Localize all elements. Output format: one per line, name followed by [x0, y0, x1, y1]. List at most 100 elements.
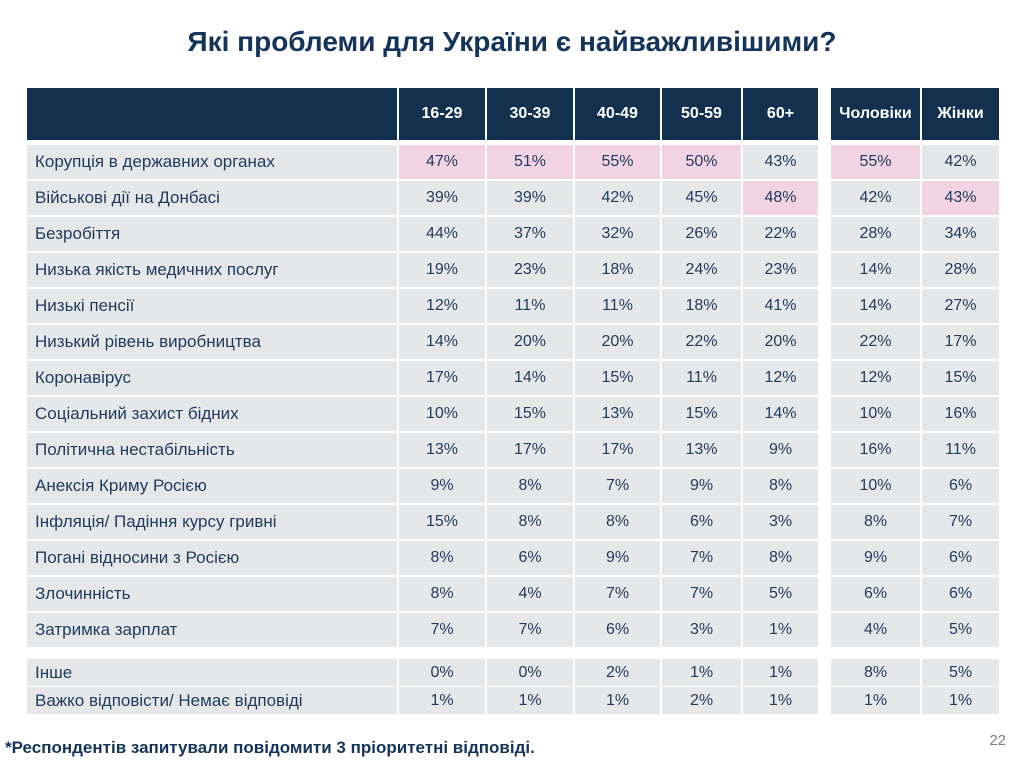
value-cell: 1%: [487, 687, 575, 714]
row-label: Коронавірус: [27, 361, 399, 395]
column-header-30-39: 30-39: [487, 88, 575, 140]
column-header-60+: 60+: [743, 88, 820, 140]
row-label: Інше: [27, 659, 399, 686]
value-cell: 15%: [575, 361, 662, 395]
value-cell: 8%: [487, 505, 575, 539]
value-cell: 6%: [487, 541, 575, 575]
row-label: Військові дії на Донбасі: [27, 181, 399, 215]
table-row: Погані відносини з Росією 8% 6% 9% 7% 8% 9% 6%: [27, 541, 999, 575]
value-cell: 1%: [743, 613, 820, 647]
table-row: Інше 0% 0% 2% 1% 1% 8% 5%: [27, 659, 999, 686]
value-cell: 8%: [743, 469, 820, 503]
value-cell: 1%: [399, 687, 487, 714]
value-cell: 20%: [743, 325, 820, 359]
value-cell: 10%: [399, 397, 487, 431]
page-number: 22: [989, 732, 1006, 749]
value-cell: 22%: [743, 217, 820, 251]
value-cell: 14%: [743, 397, 820, 431]
value-cell: 2%: [662, 687, 743, 714]
value-cell: 14%: [831, 289, 922, 323]
value-cell: 13%: [662, 433, 743, 467]
table-row: Низький рівень виробництва 14% 20% 20% 22% 20…: [27, 325, 999, 359]
column-gap: [820, 145, 831, 179]
value-cell: 4%: [831, 613, 922, 647]
slide-title: Які проблеми для України є найважливішим…: [187, 26, 837, 57]
value-cell: 17%: [487, 433, 575, 467]
value-cell: 14%: [487, 361, 575, 395]
column-gap: [820, 659, 831, 686]
column-gap: [820, 253, 831, 287]
value-cell: 8%: [399, 577, 487, 611]
value-cell: 15%: [922, 361, 999, 395]
column-gap: [820, 687, 831, 714]
value-cell: 4%: [487, 577, 575, 611]
value-cell: 1%: [575, 687, 662, 714]
value-cell: 20%: [575, 325, 662, 359]
value-cell: 8%: [399, 541, 487, 575]
value-cell: 24%: [662, 253, 743, 287]
column-gap: [820, 541, 831, 575]
value-cell: 6%: [922, 469, 999, 503]
value-cell: 42%: [575, 181, 662, 215]
column-gap: [820, 577, 831, 611]
value-cell: 34%: [922, 217, 999, 251]
value-cell: 19%: [399, 253, 487, 287]
value-cell: 9%: [743, 433, 820, 467]
table-row: Корупція в державних органах 47% 51% 55% 50%…: [27, 145, 999, 179]
value-cell: 7%: [662, 541, 743, 575]
column-header-16-29: 16-29: [399, 88, 487, 140]
value-cell: 18%: [575, 253, 662, 287]
value-cell: 12%: [743, 361, 820, 395]
value-cell: 15%: [487, 397, 575, 431]
row-label: Злочинність: [27, 577, 399, 611]
value-cell: 11%: [922, 433, 999, 467]
table-row: Політична нестабільність 13% 17% 17% 13% 9% 16…: [27, 433, 999, 467]
value-cell: 8%: [831, 505, 922, 539]
column-gap: [820, 613, 831, 647]
value-cell: 7%: [399, 613, 487, 647]
row-label: Анексія Криму Росією: [27, 469, 399, 503]
table-row: Низькі пенсії 12% 11% 11% 18% 41% 14% 27%: [27, 289, 999, 323]
value-cell: 28%: [831, 217, 922, 251]
value-cell: 42%: [922, 145, 999, 179]
row-label: Корупція в державних органах: [27, 145, 399, 179]
value-cell: 26%: [662, 217, 743, 251]
row-label: Низький рівень виробництва: [27, 325, 399, 359]
value-cell: 6%: [575, 613, 662, 647]
row-label: Безробіття: [27, 217, 399, 251]
value-cell: 14%: [831, 253, 922, 287]
column-gap: [820, 433, 831, 467]
value-cell: 15%: [662, 397, 743, 431]
value-cell: 22%: [662, 325, 743, 359]
value-cell: 11%: [487, 289, 575, 323]
value-cell: 41%: [743, 289, 820, 323]
table-row: Безробіття 44% 37% 32% 26% 22% 28% 34%: [27, 217, 999, 251]
row-label: Затримка зарплат: [27, 613, 399, 647]
value-cell: 47%: [399, 145, 487, 179]
value-cell: 48%: [743, 181, 820, 215]
value-cell: 51%: [487, 145, 575, 179]
value-cell: 43%: [922, 181, 999, 215]
value-cell: 7%: [922, 505, 999, 539]
column-gap: [820, 397, 831, 431]
row-label: Погані відносини з Росією: [27, 541, 399, 575]
value-cell: 42%: [831, 181, 922, 215]
table-header-row: 16-29 30-39 40-49 50-59 60+ Чоловіки Жінки: [27, 88, 999, 140]
table-footer-rows: Інше 0% 0% 2% 1% 1% 8% 5% Важко відповісти/ Нема…: [27, 659, 999, 714]
table-row: Анексія Криму Росією 9% 8% 7% 9% 8% 10% 6%: [27, 469, 999, 503]
table-row: Соціальний захист бідних 10% 15% 13% 15% 14% 1…: [27, 397, 999, 431]
value-cell: 1%: [662, 659, 743, 686]
footnote: *Респондентів запитували повідомити 3 пр…: [5, 738, 535, 757]
results-table: 16-29 30-39 40-49 50-59 60+ Чоловіки Жінки Кор…: [27, 88, 999, 715]
value-cell: 27%: [922, 289, 999, 323]
value-cell: 17%: [922, 325, 999, 359]
value-cell: 13%: [399, 433, 487, 467]
column-header-Жінки: Жінки: [922, 88, 999, 140]
value-cell: 16%: [831, 433, 922, 467]
header-corner-cell: [27, 88, 399, 140]
row-label: Низькі пенсії: [27, 289, 399, 323]
value-cell: 5%: [743, 577, 820, 611]
value-cell: 5%: [922, 613, 999, 647]
value-cell: 13%: [575, 397, 662, 431]
value-cell: 1%: [743, 687, 820, 714]
